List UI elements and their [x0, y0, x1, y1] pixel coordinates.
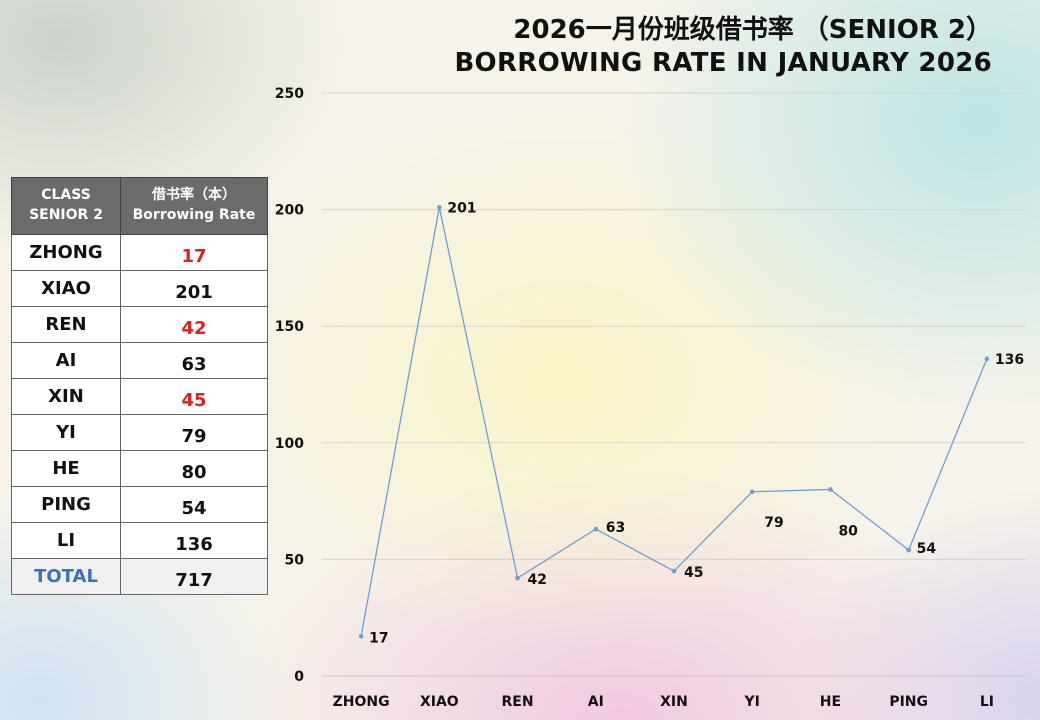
class-name-cell: AI [11, 342, 121, 379]
table-row: REN 42 [11, 306, 268, 343]
x-tick-label: LI [980, 694, 994, 710]
borrowing-rate-cell: 17 [120, 234, 268, 271]
table-total-row: TOTAL 717 [11, 558, 268, 595]
data-point [984, 356, 990, 362]
data-point [671, 568, 677, 574]
header-rate: 借书率（本） Borrowing Rate [120, 177, 268, 235]
header-class-line-1: CLASS [41, 187, 91, 204]
x-tick-label: REN [502, 694, 534, 710]
y-tick-label: 100 [275, 436, 304, 452]
data-label: 42 [528, 572, 547, 588]
x-tick-label: XIAO [420, 694, 459, 710]
data-point [749, 489, 755, 495]
x-tick-label: YI [744, 694, 760, 710]
borrowing-rate-cell: 201 [120, 270, 268, 307]
x-tick-label: PING [889, 694, 928, 710]
borrowing-rate-cell: 79 [120, 414, 268, 451]
data-label: 201 [447, 200, 476, 216]
class-name-cell: LI [11, 522, 121, 559]
class-name-cell: ZHONG [11, 234, 121, 271]
table-row: AI 63 [11, 342, 268, 379]
x-tick-label: XIN [660, 694, 688, 710]
data-label: 80 [838, 523, 858, 539]
y-tick-label: 200 [275, 203, 304, 219]
data-point [906, 547, 911, 553]
table-row: YI 79 [11, 414, 268, 451]
table-row: XIAO 201 [11, 270, 268, 307]
table-row: PING 54 [11, 486, 268, 523]
header-rate-line-1: 借书率（本） [152, 187, 236, 204]
data-label: 45 [684, 565, 703, 581]
y-tick-label: 0 [294, 669, 304, 685]
table-row: XIN 45 [11, 378, 268, 415]
class-name-cell: PING [11, 486, 121, 523]
chart-title: 2026一月份班级借书率 （SENIOR 2） BORROWING RATE I… [454, 14, 992, 79]
borrowing-rate-cell: 63 [120, 342, 268, 379]
y-tick-label: 150 [275, 319, 304, 335]
total-label-cell: TOTAL [11, 558, 121, 595]
borrowing-rate-cell: 45 [120, 378, 268, 415]
title-line-2: BORROWING RATE IN JANUARY 2026 [454, 47, 992, 78]
data-label: 54 [917, 541, 937, 557]
y-tick-label: 50 [285, 552, 305, 568]
class-name-cell: REN [11, 306, 121, 343]
x-tick-label: AI [588, 694, 604, 710]
total-value-cell: 717 [120, 558, 268, 595]
table-row: ZHONG 17 [11, 234, 268, 271]
borrowing-rate-cell: 80 [120, 450, 268, 487]
class-name-cell: XIAO [11, 270, 121, 307]
data-point [515, 575, 520, 581]
table-row: LI 136 [11, 522, 268, 559]
table-header-row: CLASS SENIOR 2 借书率（本） Borrowing Rate [11, 177, 268, 235]
data-label: 79 [764, 515, 783, 531]
y-tick-label: 250 [275, 86, 304, 102]
header-rate-line-2: Borrowing Rate [132, 207, 256, 223]
data-label: 63 [606, 520, 625, 536]
title-line-1: 2026一月份班级借书率 （SENIOR 2） [513, 15, 992, 45]
data-point [828, 487, 833, 492]
data-label: 136 [995, 352, 1024, 368]
x-tick-label: HE [820, 694, 841, 710]
data-point [358, 634, 364, 639]
class-name-cell: XIN [11, 378, 121, 415]
data-point [593, 526, 599, 532]
header-class-line-2: SENIOR 2 [29, 207, 103, 223]
data-label: 17 [369, 630, 388, 646]
data-point [437, 204, 442, 210]
class-name-cell: YI [11, 414, 121, 451]
borrowing-rate-cell: 136 [120, 522, 268, 559]
borrowing-rate-table: CLASS SENIOR 2 借书率（本） Borrowing Rate ZHO… [11, 177, 268, 595]
x-tick-label: ZHONG [333, 694, 390, 710]
